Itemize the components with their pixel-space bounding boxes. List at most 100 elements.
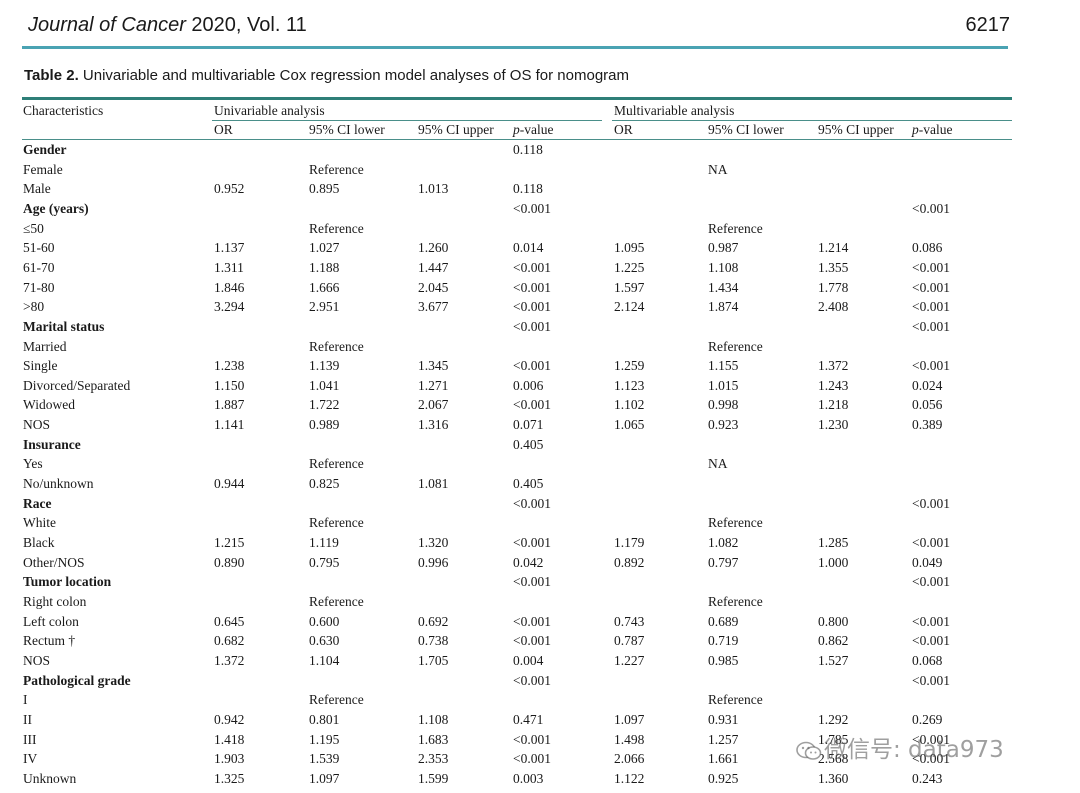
table-cell: 1.082: [708, 535, 739, 550]
table-cell: NA: [708, 456, 728, 471]
table-section-heading: Gender: [23, 142, 67, 157]
table-cell: Reference: [708, 339, 763, 354]
table-cell: 0.042: [513, 555, 544, 570]
multivariable-group-rule: [612, 120, 1012, 121]
table-cell: 1.097: [309, 771, 340, 786]
table-cell: 1.214: [818, 240, 849, 255]
table-row-label: IV: [23, 751, 38, 766]
table-cell: 0.471: [513, 712, 544, 727]
table-cell: 1.141: [214, 417, 245, 432]
table-cell: 2.066: [614, 751, 645, 766]
table-cell: 1.243: [818, 378, 849, 393]
table-row-label: Female: [23, 162, 63, 177]
table-cell: 0.925: [708, 771, 739, 786]
table-cell: 0.689: [708, 614, 739, 629]
table-cell: 1.259: [614, 358, 645, 373]
table-cell: Reference: [309, 339, 364, 354]
table-row-label: Divorced/Separated: [23, 378, 131, 393]
table-row-label: Single: [23, 358, 58, 373]
subheader-uni-ci-upper: 95% CI upper: [418, 122, 494, 137]
table-section-heading: Insurance: [23, 437, 81, 452]
table-cell: 2.568: [818, 751, 849, 766]
subheader-multi-ci-upper: 95% CI upper: [818, 122, 894, 137]
journal-volume: 2020, Vol. 11: [185, 14, 307, 36]
table-cell: 1.599: [418, 771, 449, 786]
table-cell: 1.722: [309, 397, 340, 412]
table-cell: 1.215: [214, 535, 245, 550]
table-cell: 1.345: [418, 358, 449, 373]
watermark-text: 微信号: data973: [824, 737, 1004, 763]
journal-title: Journal of Cancer: [28, 14, 186, 36]
wechat-icon: [796, 741, 822, 761]
table-cell: 2.124: [614, 299, 645, 314]
table-row-label: Black: [23, 535, 55, 550]
table-cell: 0.797: [708, 555, 739, 570]
table-cell: 2.067: [418, 397, 449, 412]
table-cell: 1.257: [708, 732, 739, 747]
table-cell: 0.862: [818, 633, 849, 648]
table-cell: 1.778: [818, 280, 849, 295]
table-cell: 0.243: [912, 771, 943, 786]
table-cell: <0.001: [912, 358, 950, 373]
table-row-label: >80: [23, 299, 45, 314]
table-section-heading: Pathological grade: [23, 673, 131, 688]
table-cell: 3.677: [418, 299, 449, 314]
table-row-label: Right colon: [23, 594, 87, 609]
subheader-multi-ci-lower: 95% CI lower: [708, 122, 784, 137]
table-cell: Reference: [309, 456, 364, 471]
table-cell: 1.666: [309, 280, 340, 295]
table-cell: 1.155: [708, 358, 739, 373]
table-section-heading: Age (years): [23, 201, 89, 216]
table-caption-label: Table 2.: [24, 67, 79, 84]
table-row-label: I: [23, 692, 28, 707]
table-cell: 0.086: [912, 240, 943, 255]
table-row-label: Rectum †: [23, 633, 76, 648]
table-row-label: 61-70: [23, 260, 55, 275]
table-cell: 0.692: [418, 614, 449, 629]
table-cell: 1.230: [818, 417, 849, 432]
table-cell: 1.000: [818, 555, 849, 570]
table-cell: <0.001: [912, 633, 950, 648]
table-cell: <0.001: [912, 299, 950, 314]
table-cell: 1.137: [214, 240, 245, 255]
table-cell: <0.001: [912, 574, 950, 589]
table-cell: 0.071: [513, 417, 544, 432]
journal-header: Journal of Cancer 2020, Vol. 11 6217: [28, 14, 1010, 44]
table-cell: 1.360: [818, 771, 849, 786]
subheader-multi-p-value: p-value: [912, 122, 953, 137]
table-row-label: 71-80: [23, 280, 55, 295]
table-cell: 0.795: [309, 555, 340, 570]
table-cell: 1.597: [614, 280, 645, 295]
table-row-label: NOS: [23, 417, 51, 432]
table-cell: Reference: [309, 692, 364, 707]
table-cell: NA: [708, 162, 728, 177]
table-cell: <0.001: [513, 280, 551, 295]
table-cell: Reference: [309, 515, 364, 530]
table-cell: <0.001: [513, 574, 551, 589]
table-cell: <0.001: [912, 732, 950, 747]
table-cell: 1.081: [418, 476, 449, 491]
table-row-label: White: [23, 515, 56, 530]
header-divider: [22, 46, 1008, 49]
table-cell: <0.001: [912, 535, 950, 550]
table-cell: <0.001: [912, 673, 950, 688]
table-cell: 1.102: [614, 397, 645, 412]
table-cell: <0.001: [513, 496, 551, 511]
table-section-heading: Marital status: [23, 319, 105, 334]
table-cell: 1.418: [214, 732, 245, 747]
table-cell: 1.271: [418, 378, 449, 393]
univariable-group-rule: [212, 120, 602, 121]
table-cell: 0.952: [214, 181, 245, 196]
table-row-label: No/unknown: [23, 476, 94, 491]
table-cell: 1.227: [614, 653, 645, 668]
table-row-label: Unknown: [23, 771, 77, 786]
table-cell: 0.987: [708, 240, 739, 255]
table-cell: 0.719: [708, 633, 739, 648]
table-cell: 1.683: [418, 732, 449, 747]
table-head-rule: [22, 139, 1012, 140]
table-cell: <0.001: [513, 260, 551, 275]
subheader-uni-p-value: p-value: [513, 122, 554, 137]
table-cell: 1.218: [818, 397, 849, 412]
table-cell: 1.104: [309, 653, 340, 668]
table-cell: 1.498: [614, 732, 645, 747]
